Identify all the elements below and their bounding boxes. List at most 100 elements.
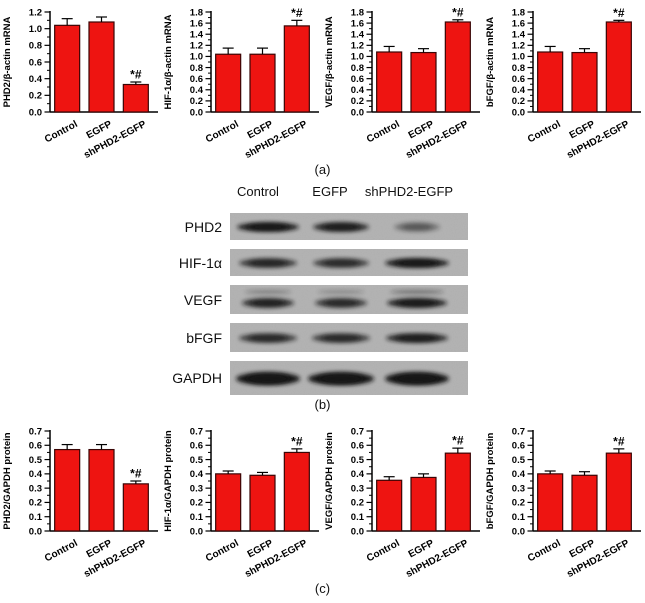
bar-control <box>215 473 242 532</box>
significance-marker: *# <box>291 434 303 448</box>
y-tick-label: 0.8 <box>512 63 525 74</box>
vegf-mrna-svg: 0.00.20.40.60.81.01.21.41.61.8 VEGF/β-act… <box>324 5 480 161</box>
y-tick-label: 0.0 <box>351 107 364 118</box>
blot-band-core <box>246 223 290 231</box>
y-tick-label: 1.8 <box>512 7 525 18</box>
bar-control <box>54 448 81 532</box>
bar-shphd2-egfp <box>283 25 310 113</box>
y-tick-label: 0.6 <box>351 74 364 85</box>
y-tick-label: 0.6 <box>512 441 525 452</box>
panel-b-label: (b) <box>314 397 331 412</box>
y-tick-label: 0.7 <box>351 426 364 437</box>
phd2-protein-svg: 0.0 0.1 0.2 0.3 0.4 0.5 0.6 0.7 PHD2/GAPDH prote… <box>2 426 158 580</box>
y-tick-label: 0.2 <box>29 498 42 509</box>
significance-marker: *# <box>291 6 303 20</box>
blot-band-core <box>248 259 288 267</box>
bar-control <box>215 53 242 113</box>
panel-a-charts: 0.0 0.2 0.4 0.6 0.8 1.0 1.2 PHD2/β-actin mRNA Co… <box>0 0 645 162</box>
bar-control <box>376 479 403 532</box>
y-axis-label: VEGF/β-actin mRNA <box>324 16 335 107</box>
y-tick-label: 0.1 <box>512 512 526 523</box>
y-tick-label: 0.4 <box>29 469 43 480</box>
blot-row-label: GAPDH <box>172 370 222 386</box>
bar-egfp <box>88 21 115 113</box>
blot-band-core <box>401 223 433 231</box>
y-tick-label: 0.1 <box>190 512 204 523</box>
x-category-label: Control <box>204 119 241 146</box>
hif1a-mrna-svg: 0.00.20.40.60.81.01.21.41.61.8 HIF-1α/β-a… <box>163 6 319 161</box>
y-tick-label: 0.0 <box>512 526 525 537</box>
y-tick-label: 0.4 <box>351 85 365 96</box>
y-axis-label: PHD2/β-actin mRNA <box>2 16 13 107</box>
blot-row-hif-1α: HIF-1α <box>130 249 480 276</box>
y-tick-label: 0.5 <box>29 455 43 466</box>
x-category-label: Control <box>43 119 80 146</box>
y-tick-label: 0.4 <box>190 85 204 96</box>
y-tick-label: 1.8 <box>351 7 364 18</box>
y-tick-label: 0.1 <box>29 512 43 523</box>
panel-c-charts: 0.0 0.1 0.2 0.3 0.4 0.5 0.6 0.7 PHD2/GAPDH prote… <box>0 419 645 581</box>
blot-band-core <box>248 334 288 342</box>
bar-control <box>376 51 403 113</box>
y-axis-label: bFGF/β-actin mRNA <box>485 17 496 107</box>
blot-band-core <box>323 299 359 307</box>
bar-egfp <box>571 474 598 532</box>
bar-shphd2-egfp <box>122 483 149 532</box>
blot-band-core <box>246 374 290 384</box>
bar-egfp <box>249 53 276 113</box>
y-tick-label: 0.2 <box>512 498 525 509</box>
blot-band-core <box>318 374 364 384</box>
y-tick-label: 0.6 <box>351 441 364 452</box>
bar-shphd2-egfp <box>605 452 632 532</box>
bar-control <box>54 24 81 113</box>
y-tick-label: 0.8 <box>190 63 203 74</box>
y-tick-label: 1.0 <box>29 24 42 35</box>
blot-rows: PHD2 HIF-1α VEGF bFGF GAPDH <box>130 213 480 395</box>
y-tick-label: 1.0 <box>512 52 525 63</box>
blot-faint-upper-band <box>317 290 365 294</box>
y-tick-label: 0.7 <box>512 426 525 437</box>
y-tick-label: 0.4 <box>29 74 43 85</box>
y-tick-label: 1.0 <box>351 52 364 63</box>
bar-egfp <box>410 476 437 532</box>
y-tick-label: 0.0 <box>29 107 42 118</box>
y-tick-label: 0.0 <box>190 107 203 118</box>
y-tick-label: 0.3 <box>512 483 525 494</box>
y-tick-label: 0.5 <box>512 455 526 466</box>
y-tick-label: 1.6 <box>351 18 364 29</box>
vegf-protein-svg: 0.0 0.1 0.2 0.3 0.4 0.5 0.6 0.7 VEGF/GAPDH prote… <box>324 426 480 580</box>
y-tick-label: 0.2 <box>190 96 203 107</box>
y-axis-label: HIF-1α/β-actin mRNA <box>163 14 174 109</box>
blot-band-core <box>250 299 286 307</box>
y-tick-label: 0.2 <box>351 96 364 107</box>
blot-faint-upper-band <box>390 290 444 294</box>
y-tick-label: 0.8 <box>351 63 364 74</box>
hif1a-protein-svg: 0.0 0.1 0.2 0.3 0.4 0.5 0.6 0.7 HIF-1α/GAPDH pro… <box>163 426 319 580</box>
y-tick-label: 0.6 <box>190 441 203 452</box>
chart-vegf-protein: 0.0 0.1 0.2 0.3 0.4 0.5 0.6 0.7 VEGF/GAPDH prote… <box>322 419 483 581</box>
bar-control <box>537 51 564 113</box>
significance-marker: *# <box>130 68 142 82</box>
western-blot-panel: Control EGFP shPHD2-EGFP PHD2 HIF-1α VEGF bFG… <box>130 184 480 395</box>
blot-col-header-egfp: EGFP <box>312 184 348 199</box>
blot-faint-upper-band <box>244 290 292 294</box>
x-category-label: Control <box>43 538 80 565</box>
bar-egfp <box>571 51 598 113</box>
blot-col-header-control: Control <box>237 184 279 199</box>
significance-marker: *# <box>130 467 142 481</box>
x-category-label: Control <box>526 538 563 565</box>
blot-strip-vegf <box>230 285 468 314</box>
blot-band-core <box>321 223 361 231</box>
y-tick-label: 0.4 <box>512 469 526 480</box>
bar-egfp <box>249 474 276 532</box>
blot-row-phd2: PHD2 <box>130 213 480 240</box>
x-category-label: Control <box>365 538 402 565</box>
y-tick-label: 1.2 <box>512 41 525 52</box>
bar-control <box>537 473 564 532</box>
y-tick-label: 1.6 <box>190 18 203 29</box>
y-tick-label: 0.0 <box>512 107 525 118</box>
blot-col-header-shphd2-egfp: shPHD2-EGFP <box>364 184 454 199</box>
y-tick-label: 1.6 <box>512 18 525 29</box>
y-tick-label: 1.2 <box>190 41 203 52</box>
blot-strip-hif-1α <box>230 249 468 276</box>
